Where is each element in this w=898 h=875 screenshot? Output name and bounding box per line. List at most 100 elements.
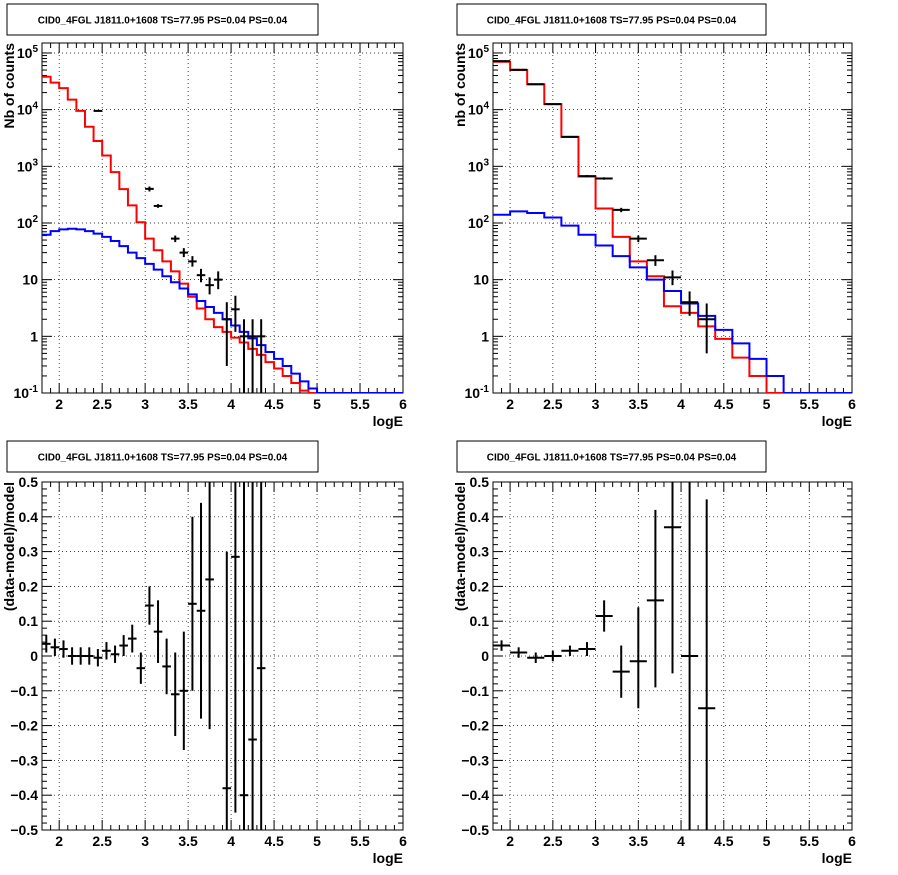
x-tick-label: 2 (506, 833, 514, 849)
data-point (681, 482, 699, 830)
x-tick-label: 2.5 (92, 396, 112, 412)
data-point (145, 586, 154, 625)
data-point (256, 319, 266, 393)
data-point (102, 642, 111, 660)
data-point (162, 638, 171, 695)
x-tick-label: 3.5 (629, 833, 649, 849)
x-tick-label: 2 (55, 396, 63, 412)
x-tick-label: 2.5 (543, 396, 563, 412)
x-tick-label: 5 (313, 396, 321, 412)
series-line-2 (493, 210, 852, 393)
data-point (578, 175, 596, 178)
y-tick-label: 104 (468, 101, 490, 118)
y-tick-label: 0.4 (470, 509, 490, 525)
plot-area (42, 75, 403, 393)
axis-ticks (492, 481, 853, 831)
x-tick-label: 4 (677, 833, 685, 849)
y-tick-label: 10-1 (465, 384, 490, 401)
data-point (646, 509, 664, 688)
axis-ticks (41, 43, 404, 394)
x-tick-label: 4.5 (714, 833, 734, 849)
y-tick-label: 102 (17, 214, 39, 231)
data-point (510, 68, 528, 71)
y-tick-label: 0.5 (470, 474, 490, 490)
y-tick-label: 105 (468, 44, 490, 61)
x-tick-label: 4.5 (264, 833, 284, 849)
data-point (196, 502, 206, 719)
data-point (561, 645, 579, 656)
y-tick-label: 0.1 (19, 613, 39, 629)
data-point (119, 635, 128, 656)
chart-title: CID0_4FGL J1811.0+1608 TS=77.95 PS=0.04 … (487, 16, 737, 27)
data-point (110, 645, 120, 663)
data-point (231, 482, 240, 813)
y-tick-label: −0.1 (10, 683, 38, 699)
data-point (222, 302, 232, 366)
x-tick-label: 4 (227, 396, 235, 412)
data-point (681, 291, 699, 316)
data-point (222, 551, 232, 830)
x-tick-label: 4.5 (714, 396, 734, 412)
y-tick-label: 103 (468, 157, 490, 174)
data-point (145, 186, 154, 192)
y-tick-label: −0.3 (10, 752, 38, 768)
data-point (256, 482, 266, 830)
data-point (527, 83, 545, 86)
data-point (527, 652, 545, 663)
data-point (663, 482, 682, 674)
x-tick-label: 5.5 (350, 396, 370, 412)
x-tick-label: 5.5 (350, 833, 370, 849)
y-tick-label: 10 (473, 272, 489, 288)
y-axis-title: (data-model)/model (452, 482, 468, 611)
data-point (510, 647, 528, 658)
data-point (179, 631, 189, 750)
y-tick-label: 105 (17, 44, 39, 61)
x-axis-title: logE (373, 850, 403, 866)
data-point (561, 135, 579, 138)
grid-lines (42, 43, 403, 393)
y-tick-label: 0.3 (470, 544, 490, 560)
x-tick-label: 3 (592, 833, 600, 849)
series-line-1 (42, 75, 403, 393)
plot-area (493, 482, 716, 830)
axis-ticks (492, 43, 853, 394)
y-tick-label: 0.2 (470, 578, 490, 594)
y-tick-label: 0.3 (19, 544, 39, 560)
y-tick-label: −0.3 (461, 752, 489, 768)
data-point (612, 645, 630, 698)
x-tick-label: 3.5 (629, 396, 649, 412)
x-tick-label: 4 (227, 833, 235, 849)
data-point (595, 600, 613, 632)
y-tick-label: 102 (468, 214, 490, 231)
data-point (76, 647, 85, 665)
x-tick-label: 3 (141, 396, 149, 412)
data-point (205, 482, 214, 730)
x-axis-title: logE (822, 413, 852, 429)
data-point (213, 271, 223, 290)
y-tick-label: 1 (481, 328, 489, 344)
y-tick-label: −0.4 (461, 787, 489, 803)
y-tick-label: 10 (22, 272, 38, 288)
x-axis-title: logE (822, 850, 852, 866)
y-tick-label: 0 (30, 648, 38, 664)
x-tick-label: 2.5 (543, 833, 563, 849)
grid-lines (42, 482, 403, 830)
y-tick-label: 0.2 (19, 578, 39, 594)
data-point (188, 516, 197, 691)
data-point (698, 499, 716, 830)
title-box (456, 3, 767, 36)
x-tick-label: 5.5 (800, 833, 820, 849)
data-point (179, 248, 189, 258)
y-tick-label: −0.5 (461, 822, 489, 838)
data-point (153, 204, 163, 208)
chart-pane-3: CID0_4FGL J1811.0+1608 TS=77.95 PS=0.04 … (1, 440, 407, 866)
title-box (6, 3, 319, 36)
y-axis-title: nb of counts (452, 43, 468, 127)
y-tick-label: −0.2 (10, 718, 38, 734)
y-tick-label: 0 (481, 648, 489, 664)
data-point (544, 650, 562, 662)
data-point (544, 103, 562, 106)
data-point (42, 635, 51, 653)
x-tick-label: 5 (763, 833, 771, 849)
